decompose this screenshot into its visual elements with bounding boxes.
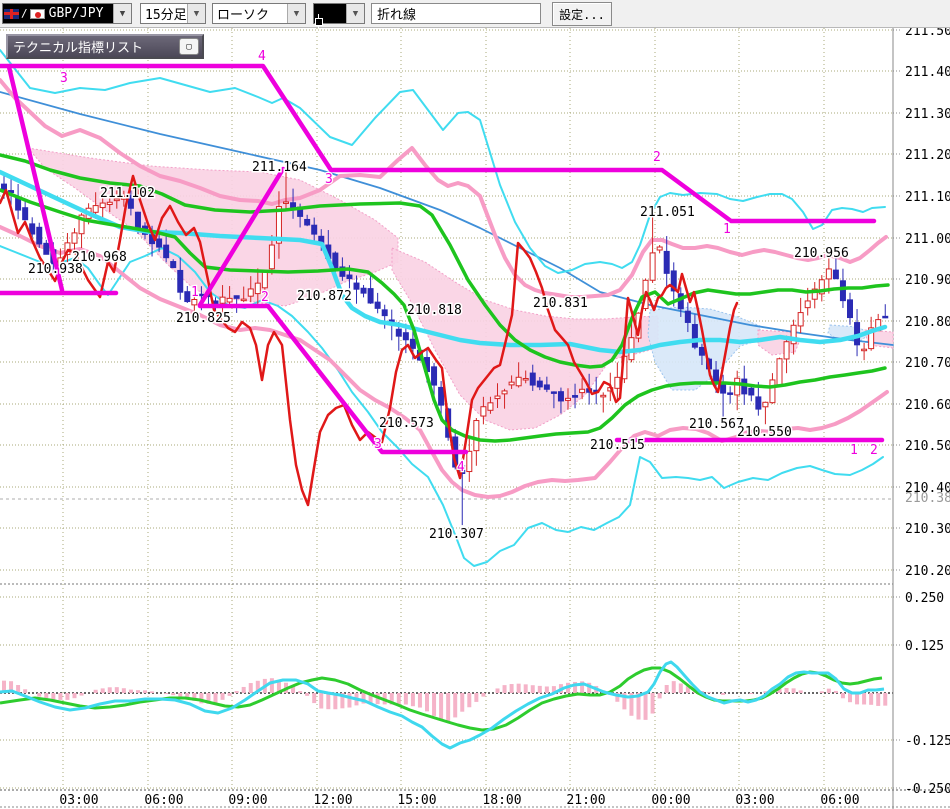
svg-text:03:00: 03:00	[735, 793, 774, 808]
chevron-down-icon[interactable]: ▼	[287, 4, 305, 23]
svg-text:210.573: 210.573	[379, 416, 434, 431]
chevron-down-icon[interactable]: ▼	[346, 4, 364, 23]
svg-text:09:00: 09:00	[228, 793, 267, 808]
panel-title: テクニカル指標リスト	[13, 41, 144, 56]
candle-style-select[interactable]: ▼	[313, 3, 365, 24]
svg-text:211.102: 211.102	[100, 186, 155, 201]
svg-text:4: 4	[258, 49, 266, 64]
svg-text:210.50: 210.50	[905, 439, 950, 454]
svg-text:210.818: 210.818	[407, 303, 462, 318]
svg-text:210.515: 210.515	[590, 438, 645, 453]
svg-text:211.10: 211.10	[905, 190, 950, 205]
svg-text:3: 3	[60, 71, 68, 86]
svg-text:4: 4	[457, 460, 465, 475]
uk-flag-icon	[4, 8, 19, 19]
svg-text:15:00: 15:00	[397, 793, 436, 808]
svg-text:3: 3	[325, 172, 333, 187]
chart-type-select[interactable]: ローソク ▼	[212, 3, 306, 24]
svg-text:210.80: 210.80	[905, 315, 950, 330]
svg-text:210.70: 210.70	[905, 356, 950, 371]
symbol-label: GBP/JPY	[48, 6, 104, 21]
symbol-select[interactable]: / GBP/JPY ▼	[2, 3, 132, 24]
svg-text:0.250: 0.250	[905, 591, 944, 606]
timeframe-label: 15分足	[145, 8, 187, 23]
svg-text:210.381: 210.381	[905, 491, 950, 506]
indicator-list-panel[interactable]: テクニカル指標リスト ▢	[6, 34, 204, 59]
svg-text:-0.125: -0.125	[905, 734, 950, 749]
svg-text:18:00: 18:00	[482, 793, 521, 808]
svg-text:1: 1	[191, 285, 199, 300]
svg-text:3: 3	[374, 437, 382, 452]
svg-text:210.60: 210.60	[905, 398, 950, 413]
svg-text:1: 1	[723, 222, 731, 237]
chart-type-label: ローソク	[217, 8, 270, 23]
svg-text:2: 2	[261, 290, 269, 305]
svg-text:21:00: 21:00	[566, 793, 605, 808]
svg-text:2: 2	[653, 150, 661, 165]
settings-button[interactable]: 設定...	[552, 2, 612, 26]
svg-text:210.90: 210.90	[905, 273, 950, 288]
overlay-type-value: 折れ線	[377, 8, 417, 23]
chevron-down-icon[interactable]: ▼	[113, 4, 131, 23]
svg-text:03:00: 03:00	[59, 793, 98, 808]
svg-text:210.968: 210.968	[72, 250, 127, 265]
svg-text:06:00: 06:00	[820, 793, 859, 808]
svg-text:-0.250: -0.250	[905, 782, 950, 797]
svg-text:211.20: 211.20	[905, 148, 950, 163]
svg-text:210.872: 210.872	[297, 289, 352, 304]
svg-text:211.051: 211.051	[640, 205, 695, 220]
svg-text:211.30: 211.30	[905, 107, 950, 122]
svg-text:0.125: 0.125	[905, 639, 944, 654]
overlay-type-input[interactable]: 折れ線	[371, 3, 541, 24]
svg-text:210.20: 210.20	[905, 564, 950, 579]
svg-text:210.567: 210.567	[689, 417, 744, 432]
chevron-down-icon[interactable]: ▼	[187, 4, 205, 23]
svg-text:210.825: 210.825	[176, 311, 231, 326]
jp-flag-icon	[29, 8, 45, 19]
svg-text:211.00: 211.00	[905, 232, 950, 247]
restore-icon[interactable]: ▢	[179, 38, 199, 55]
svg-text:1: 1	[850, 443, 858, 458]
svg-text:210.956: 210.956	[794, 246, 849, 261]
svg-text:210.307: 210.307	[429, 527, 484, 542]
toolbar: / GBP/JPY ▼ 15分足 ▼ ローソク ▼ ▼ 折れ線 設定...	[0, 0, 950, 28]
svg-text:210.938: 210.938	[28, 262, 83, 277]
svg-text:211.40: 211.40	[905, 65, 950, 80]
svg-text:2: 2	[870, 443, 878, 458]
svg-text:06:00: 06:00	[144, 793, 183, 808]
svg-text:210.40: 210.40	[905, 481, 950, 496]
svg-text:210.831: 210.831	[533, 296, 588, 311]
timeframe-select[interactable]: 15分足 ▼	[140, 3, 206, 24]
svg-text:211.164: 211.164	[252, 160, 307, 175]
svg-text:210.30: 210.30	[905, 522, 950, 537]
svg-text:12:00: 12:00	[313, 793, 352, 808]
svg-text:00:00: 00:00	[651, 793, 690, 808]
svg-text:210.550: 210.550	[737, 425, 792, 440]
